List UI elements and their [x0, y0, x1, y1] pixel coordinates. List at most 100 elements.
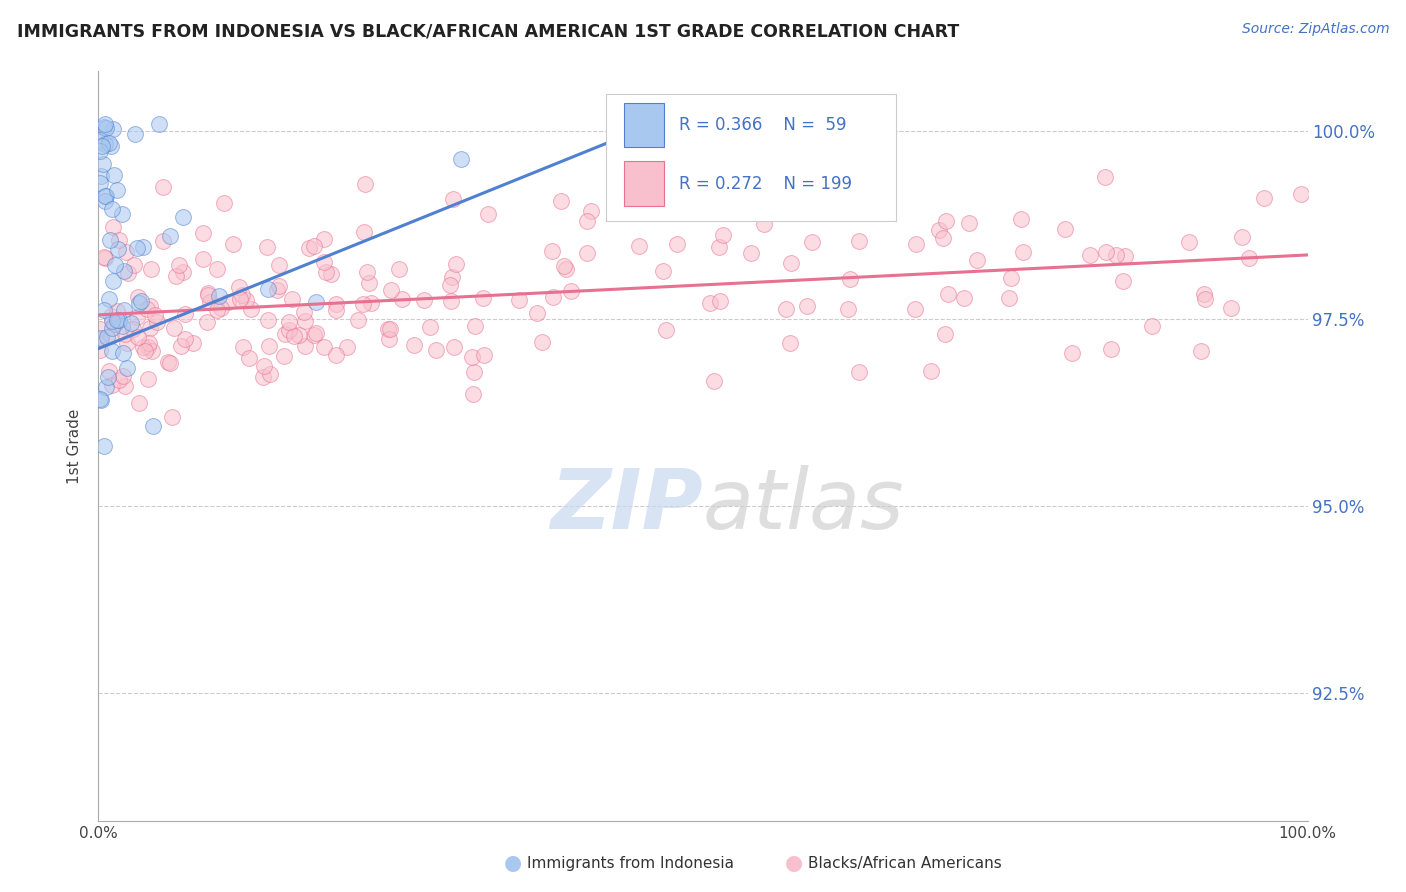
Point — [302, 328, 325, 343]
Point — [932, 231, 955, 245]
Point — [450, 153, 472, 167]
Point — [998, 291, 1021, 305]
Point — [707, 240, 730, 254]
Point — [477, 207, 499, 221]
Point — [267, 258, 290, 272]
Point — [221, 236, 243, 251]
Point — [936, 286, 959, 301]
Point — [91, 157, 114, 171]
Point — [1094, 244, 1116, 259]
Point — [530, 334, 553, 349]
Text: Blacks/African Americans: Blacks/African Americans — [808, 856, 1002, 871]
Point — [117, 266, 139, 280]
Point — [108, 373, 131, 387]
Point — [198, 295, 221, 310]
Point — [127, 329, 149, 343]
Point — [703, 374, 725, 388]
Point — [754, 217, 776, 231]
Point — [1010, 212, 1032, 227]
Point — [294, 314, 316, 328]
Point — [174, 332, 197, 346]
Point — [380, 322, 402, 336]
Point — [148, 117, 170, 131]
Point — [325, 296, 347, 310]
Point — [107, 243, 129, 257]
Point — [105, 183, 128, 197]
Point — [1253, 191, 1275, 205]
Point — [114, 326, 136, 341]
Text: Immigrants from Indonesia: Immigrants from Indonesia — [527, 856, 734, 871]
Point — [273, 326, 295, 341]
Point — [89, 322, 111, 336]
Point — [425, 343, 447, 358]
Point — [1060, 346, 1083, 360]
Point — [1112, 274, 1135, 288]
Point — [277, 323, 299, 337]
Point — [105, 304, 128, 318]
Point — [1000, 271, 1022, 285]
Point — [101, 314, 124, 328]
Point — [238, 351, 260, 366]
Point — [90, 331, 112, 345]
Point — [131, 240, 153, 254]
Point — [157, 355, 180, 369]
Point — [100, 328, 122, 343]
Point — [96, 330, 118, 344]
Point — [627, 239, 650, 253]
Point — [114, 379, 136, 393]
Y-axis label: 1st Grade: 1st Grade — [67, 409, 83, 483]
Point — [560, 284, 582, 298]
Point — [208, 288, 231, 302]
Point — [1194, 293, 1216, 307]
Point — [353, 225, 375, 239]
Point — [141, 261, 163, 276]
Point — [359, 276, 381, 290]
Point — [356, 265, 378, 279]
Point — [94, 189, 117, 203]
Point — [163, 320, 186, 334]
Point — [100, 138, 122, 153]
Point — [90, 392, 112, 407]
Point — [115, 335, 138, 350]
Point — [101, 219, 124, 234]
Point — [256, 313, 278, 327]
Text: atlas: atlas — [703, 466, 904, 547]
Point — [360, 296, 382, 310]
Text: ●: ● — [505, 854, 522, 873]
Point — [98, 293, 121, 307]
Point — [235, 293, 257, 308]
Point — [103, 168, 125, 182]
Point — [443, 340, 465, 354]
Point — [143, 308, 166, 322]
Point — [94, 189, 117, 203]
Point — [172, 210, 194, 224]
Point — [1078, 248, 1101, 262]
Point — [380, 283, 402, 297]
Point — [136, 372, 159, 386]
Point — [266, 284, 288, 298]
Point — [89, 136, 111, 150]
Point — [228, 279, 250, 293]
Point — [256, 282, 278, 296]
Point — [1289, 187, 1312, 202]
Point — [101, 378, 124, 392]
Point — [105, 312, 128, 326]
Point — [281, 293, 304, 307]
Point — [957, 216, 980, 230]
Point — [441, 192, 464, 206]
Point — [934, 326, 956, 341]
Point — [90, 169, 112, 183]
Point — [928, 223, 950, 237]
Point — [904, 237, 927, 252]
Point — [325, 303, 347, 318]
Point — [122, 258, 145, 272]
Point — [112, 302, 135, 317]
Point — [508, 293, 530, 307]
Point — [644, 117, 666, 131]
Point — [463, 365, 485, 379]
Point — [231, 288, 253, 302]
Text: IMMIGRANTS FROM INDONESIA VS BLACK/AFRICAN AMERICAN 1ST GRADE CORRELATION CHART: IMMIGRANTS FROM INDONESIA VS BLACK/AFRIC… — [17, 22, 959, 40]
Point — [256, 240, 278, 254]
Point — [240, 301, 263, 316]
Point — [100, 309, 122, 323]
